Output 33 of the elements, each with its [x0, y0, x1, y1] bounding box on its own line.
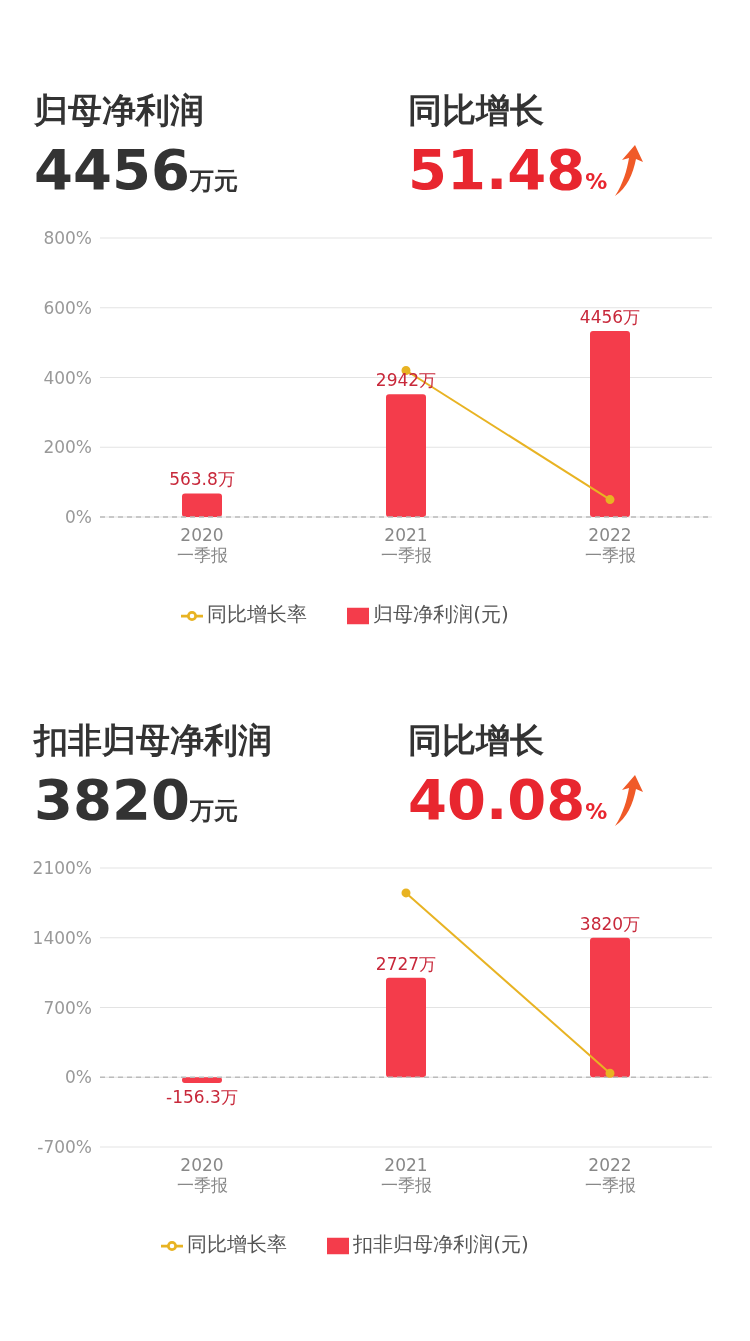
text: 同比增长: [408, 89, 545, 132]
y-tick-label: 0%: [65, 507, 92, 528]
chart-title: 归母净利润: [34, 89, 205, 132]
x-tick-label: 2021 一季报: [380, 525, 432, 565]
legend-label: 同比增长率: [187, 1232, 288, 1256]
text: 同比增长: [408, 719, 545, 762]
y-tick-label: 400%: [43, 367, 92, 388]
x-tick-label: 2020 一季报: [176, 1155, 228, 1195]
legend-label: 归母净利润(元): [373, 602, 509, 626]
y-tick-label: 200%: [43, 437, 92, 458]
legend-label: 扣非归母净利润(元): [353, 1232, 529, 1256]
chart-title: 扣非归母净利润: [34, 719, 273, 762]
text: 4456万元: [34, 137, 238, 202]
y-tick-label: 800%: [43, 228, 92, 249]
y-tick-label: 1400%: [32, 927, 92, 948]
text: 3820万元: [34, 767, 238, 832]
data-label: -156.3万: [166, 1087, 238, 1108]
x-tick-label: 2020 一季报: [176, 525, 228, 565]
data-label: 3820万: [579, 913, 641, 934]
y-tick-label: 700%: [43, 997, 92, 1018]
y-tick-label: 2100%: [32, 858, 92, 879]
x-tick-label: 2022 一季报: [584, 1155, 636, 1195]
x-tick-label: 2022 一季报: [584, 525, 636, 565]
x-tick-label: 2021 一季报: [380, 1155, 432, 1195]
y-tick-label: -700%: [37, 1137, 92, 1158]
data-label: 4456万: [579, 307, 641, 327]
y-tick-label: 600%: [43, 297, 92, 318]
legend-label: 同比增长率: [207, 602, 308, 626]
text: 51.48%: [408, 137, 608, 202]
data-label: 2727万: [375, 953, 437, 974]
data-label: 563.8万: [169, 469, 235, 490]
y-tick-label: 0%: [65, 1067, 92, 1088]
text: 40.08%: [408, 767, 608, 832]
